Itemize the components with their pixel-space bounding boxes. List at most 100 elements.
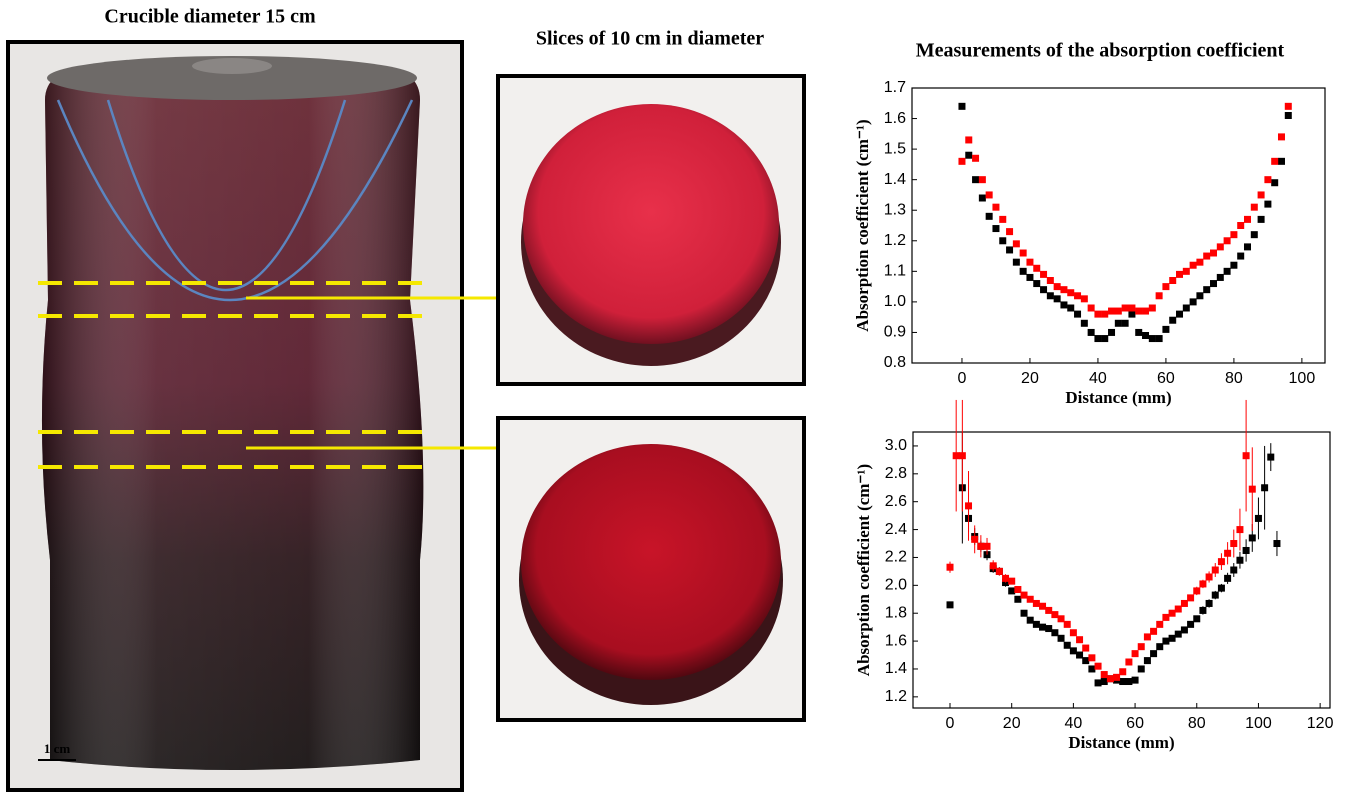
point [1058,615,1065,622]
point [1095,663,1102,670]
point [1122,320,1129,327]
point [1113,674,1120,681]
point [1199,607,1206,614]
point [1196,259,1203,266]
point [1128,311,1135,318]
point [1081,295,1088,302]
point [1119,668,1126,675]
point [1175,631,1182,638]
point [1101,678,1108,685]
point [1156,335,1163,342]
point [1033,265,1040,272]
x-tick-label: 60 [1126,715,1144,732]
point [1181,600,1188,607]
point [1039,603,1046,610]
point [1144,657,1151,664]
point [1026,259,1033,266]
y-tick-label: 1.4 [885,660,907,677]
y-tick-label: 1.3 [884,201,906,218]
x-tick-label: 20 [1003,715,1021,732]
point [1224,237,1231,244]
point [1251,204,1258,211]
point [999,216,1006,223]
point [1224,550,1231,557]
point [1033,280,1040,287]
y-tick-label: 0.9 [884,324,906,341]
point [958,103,965,110]
point [1067,305,1074,312]
point [1138,643,1145,650]
point [1236,526,1243,533]
point [1230,540,1237,547]
point [1206,573,1213,580]
point [1021,610,1028,617]
point [1058,635,1065,642]
y-tick-label: 1.6 [884,110,906,127]
point [1187,594,1194,601]
point [1020,250,1027,257]
point [992,204,999,211]
point [1175,606,1182,613]
y-tick-label: 0.8 [884,354,906,371]
point [1135,308,1142,315]
point [1210,250,1217,257]
y-tick-label: 3.0 [885,437,907,454]
point [1217,274,1224,281]
point [1119,678,1126,685]
point [1258,216,1265,223]
point [1021,592,1028,599]
point [1243,452,1250,459]
point [1006,228,1013,235]
point [1051,629,1058,636]
point [965,136,972,143]
point [1243,547,1250,554]
point [1156,621,1163,628]
point [1271,179,1278,186]
point [1156,292,1163,299]
point [1224,575,1231,582]
y-tick-label: 2.6 [885,493,907,510]
point [1095,679,1102,686]
point [1149,305,1156,312]
point [1149,335,1156,342]
point [1217,243,1224,250]
slice-photo-2 [498,418,804,720]
point [1169,635,1176,642]
x-tick-label: 20 [1021,370,1039,387]
point [1218,585,1225,592]
point [1142,308,1149,315]
point [1278,158,1285,165]
x-tick-label: 60 [1157,370,1175,387]
y-tick-label: 1.4 [884,171,906,188]
point [1033,600,1040,607]
point [1082,645,1089,652]
point [990,562,997,569]
point [1108,308,1115,315]
y-axis-label: Absorption coefficient (cm⁻¹) [853,119,872,331]
point [1070,629,1077,636]
point [1181,626,1188,633]
point [1267,454,1274,461]
point [1236,557,1243,564]
y-tick-label: 1.7 [884,79,906,96]
point [1101,311,1108,318]
point [1212,567,1219,574]
point [1255,515,1262,522]
y-tick-label: 2.0 [885,577,907,594]
point [1261,484,1268,491]
point [1054,283,1061,290]
y-axis-label: Absorption coefficient (cm⁻¹) [854,464,873,676]
x-tick-label: 120 [1307,715,1334,732]
x-tick-label: 100 [1245,715,1272,732]
point [947,601,954,608]
point [1060,286,1067,293]
y-tick-label: 1.2 [885,688,907,705]
x-axis-label: Distance (mm) [1068,733,1174,752]
point [992,225,999,232]
point [965,502,972,509]
point [1183,268,1190,275]
x-tick-label: 100 [1289,370,1316,387]
point [979,176,986,183]
y-tick-label: 1.6 [885,632,907,649]
point [1064,621,1071,628]
